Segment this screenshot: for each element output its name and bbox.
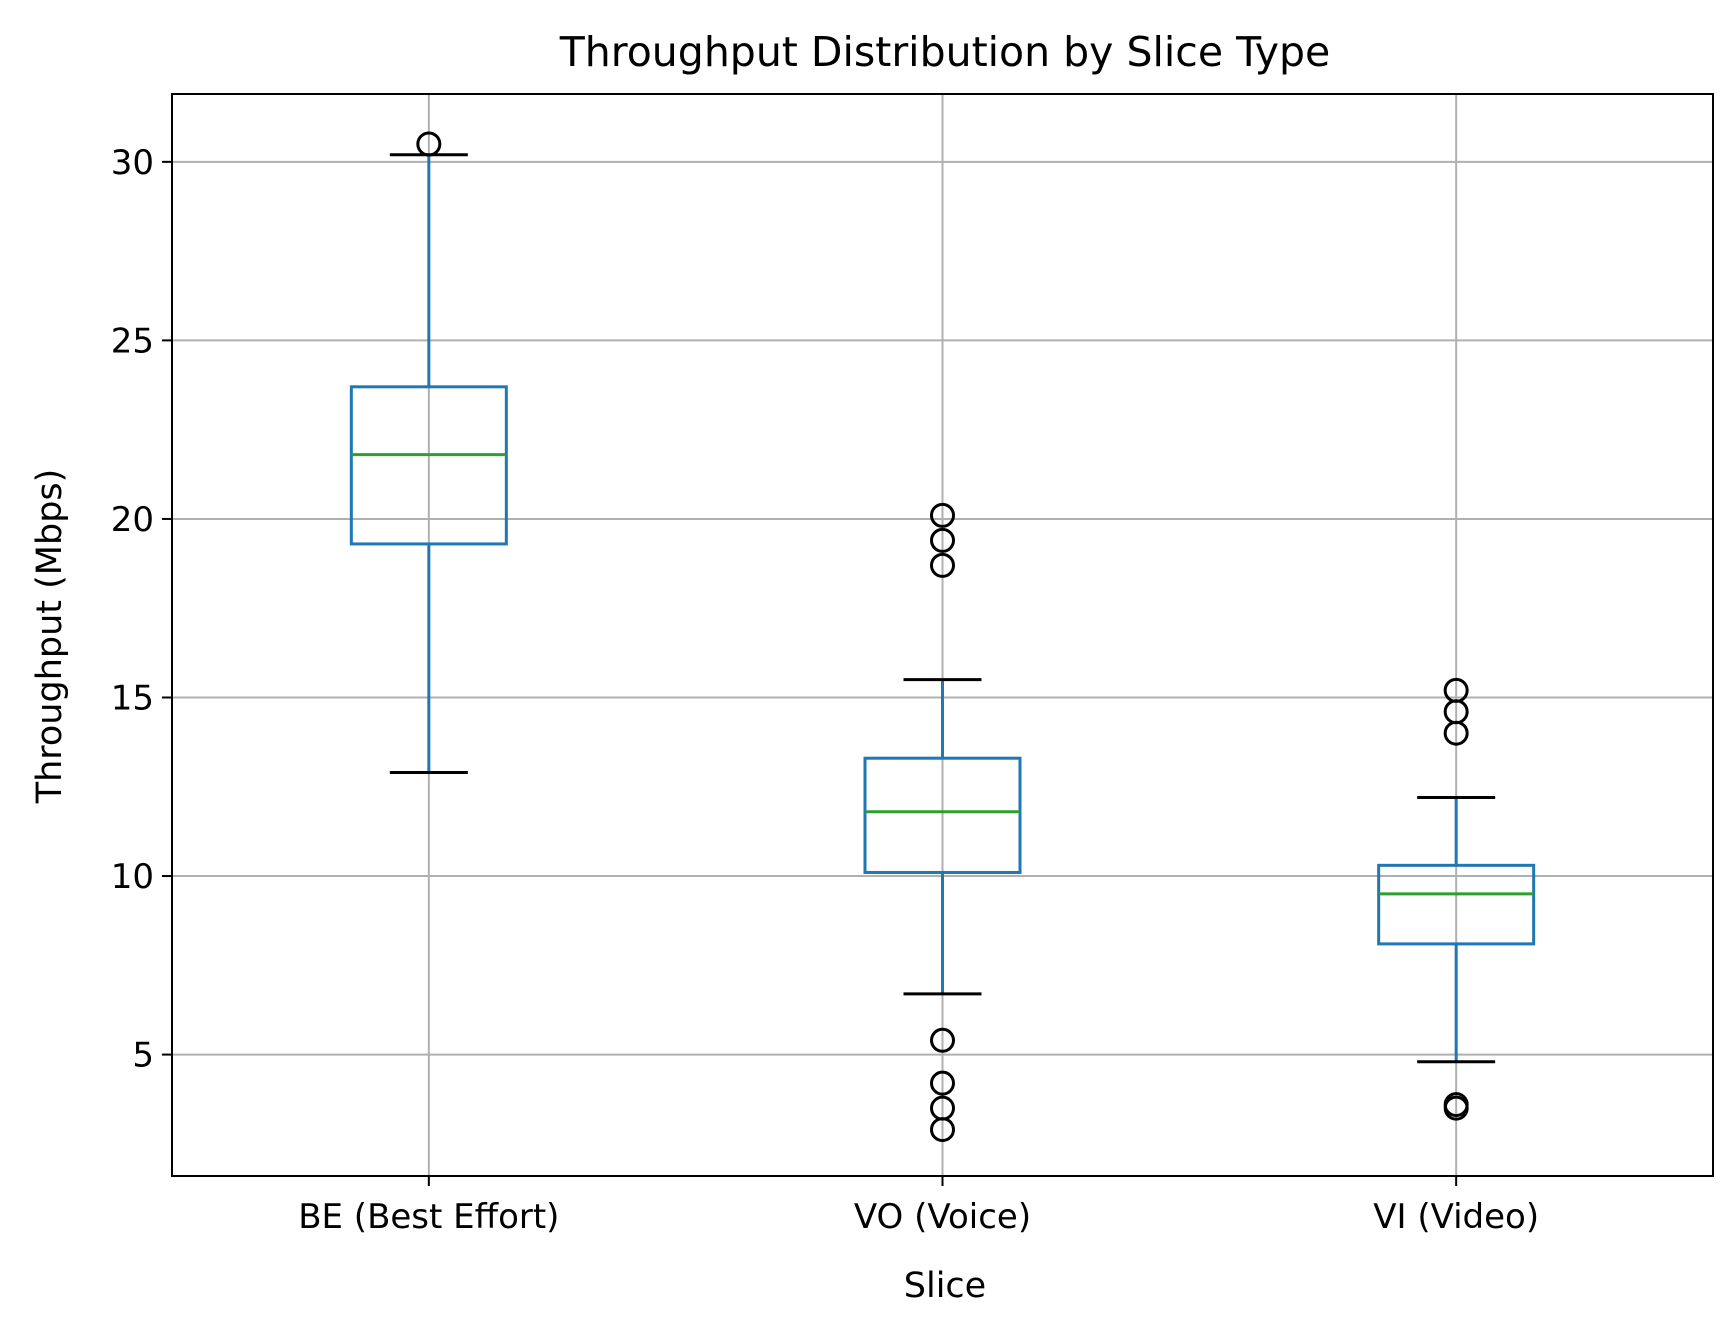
iqr-box [1377,863,1536,946]
box-group [349,131,508,774]
axis-ticks: 5 10 15 20 25 30 BE (Best Effort) VO (Voice) VI … [111,143,1539,1237]
outlier-point [930,1117,955,1143]
x-tick-label: BE (Best Effort) [298,1197,559,1237]
y-tick-label: 20 [111,500,154,540]
y-tick-label: 5 [132,1036,154,1076]
x-tick-label: VI (Video) [1373,1197,1539,1237]
x-tick-label: VO (Voice) [854,1197,1031,1237]
chart-title: Throughput Distribution by Slice Type [559,28,1331,76]
y-tick-label: 15 [111,678,154,718]
outlier-point [930,1027,955,1053]
outlier-point [930,502,955,528]
y-axis-label: Throughput (Mbps) [30,469,70,805]
y-tick-label: 30 [111,143,154,183]
outlier-point [1443,1095,1469,1121]
y-tick-label: 25 [111,321,154,361]
outlier-point [930,527,955,553]
box-group [863,502,1022,1143]
outlier-point [930,1070,955,1096]
iqr-box [349,385,508,546]
outlier-point [1443,720,1469,746]
iqr-box [863,756,1022,874]
outlier-point [416,131,442,157]
outlier-point [930,552,955,578]
y-tick-label: 10 [111,857,154,897]
box-series [349,131,1536,1143]
box-group [1377,677,1536,1121]
x-axis-label: Slice [904,1266,986,1306]
